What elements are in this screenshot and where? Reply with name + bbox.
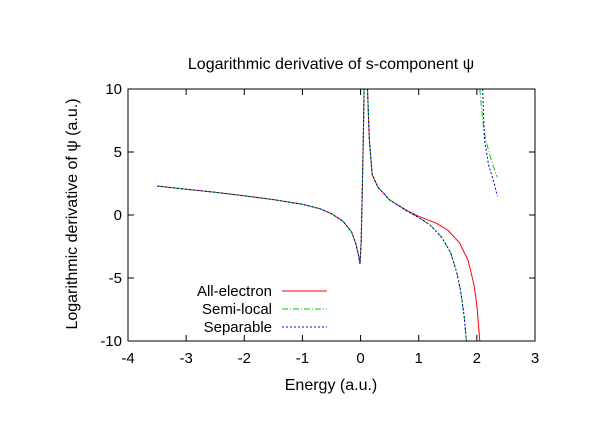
series-line-separable (157, 89, 365, 265)
x-axis-label: Energy (a.u.) (285, 377, 377, 394)
x-tick-label: 3 (531, 350, 539, 367)
x-tick-label: 0 (356, 350, 364, 367)
y-tick-label: -5 (109, 270, 122, 287)
series-line-semi-local (479, 89, 498, 178)
y-tick-label: 10 (105, 81, 122, 98)
series-line-semi-local (157, 89, 365, 265)
y-tick-label: -10 (100, 333, 122, 350)
x-tick-label: -2 (238, 350, 251, 367)
y-axis-label: Logarithmic derivative of ψ (a.u.) (64, 98, 81, 329)
series-line-all-electron (367, 89, 481, 341)
y-tick-label: 5 (114, 144, 122, 161)
series-line-separable (367, 89, 467, 341)
plot-area (157, 89, 498, 341)
legend-label: Separable (204, 319, 272, 336)
x-tick-label: 2 (473, 350, 481, 367)
x-tick-label: -4 (121, 350, 134, 367)
series-line-all-electron (157, 89, 365, 265)
plot-frame (127, 88, 536, 342)
y-tick-label: 0 (114, 207, 122, 224)
x-tick-label: -1 (296, 350, 309, 367)
x-tick-label: -3 (179, 350, 192, 367)
x-tick-label: 1 (415, 350, 423, 367)
legend-label: All-electron (197, 283, 272, 300)
chart-title: Logarithmic derivative of s-component ψ (188, 56, 474, 73)
legend-label: Semi-local (202, 301, 272, 318)
series-line-separable (482, 89, 498, 197)
